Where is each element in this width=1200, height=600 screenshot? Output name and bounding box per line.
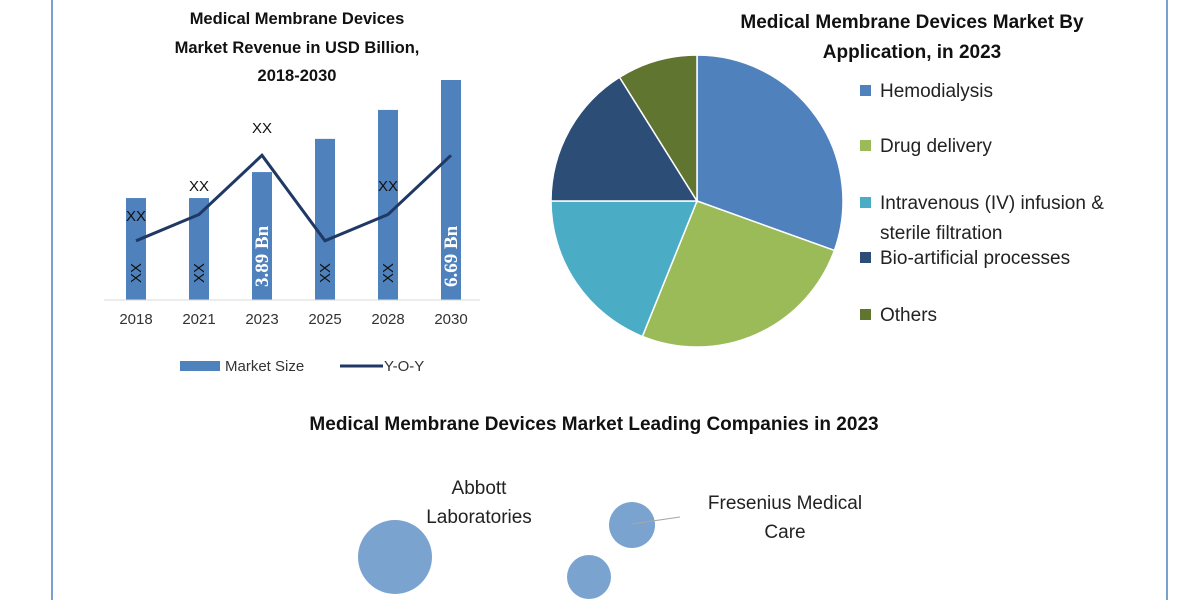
bar-2030: [441, 80, 461, 300]
pie-chart: [550, 54, 844, 348]
x-tick-label: 2023: [245, 311, 278, 328]
pie-chart-title-line-1: Medical Membrane Devices Market By: [740, 12, 1084, 33]
bar-2025: [315, 138, 335, 300]
legend-label: Others: [880, 305, 937, 326]
pie-legend: Hemodialysis Drug delivery Intravenous (IV…: [860, 81, 1104, 326]
legend-swatch: [860, 140, 871, 151]
pie-slice: [618, 54, 698, 204]
bar-chart-title-line-3: 2018-2030: [258, 67, 337, 85]
bar-data-label: XX: [191, 263, 208, 283]
bubble-third-company: [567, 555, 611, 599]
bar-data-label: XX: [380, 263, 397, 283]
bar-2028: [378, 109, 398, 300]
bar-2018: [126, 198, 146, 300]
x-tick-label: 2018: [119, 311, 152, 328]
yoy-data-label: XX: [126, 208, 146, 225]
yoy-data-label: XX: [189, 178, 209, 195]
yoy-data-label: XX: [252, 120, 272, 137]
x-tick-label: 2025: [308, 311, 341, 328]
bar-2023: [252, 172, 272, 300]
pie-chart-title-line-2: Application, in 2023: [823, 42, 1001, 63]
legend-swatch: [860, 309, 871, 320]
bar-data-label: XX: [317, 263, 334, 283]
companies-title: Medical Membrane Devices Market Leading …: [309, 414, 878, 435]
leader-line-fresenius: [631, 516, 681, 525]
bar-data-label: 3.89 Bn: [252, 225, 273, 287]
pie-slice: [641, 200, 836, 348]
bar-data-label: 6.69 Bn: [441, 225, 462, 287]
bar-2021: [189, 198, 209, 300]
yoy-data-label: XX: [378, 178, 398, 195]
pie-slice: [550, 76, 699, 202]
legend-label: Intravenous (IV) infusion &: [880, 193, 1104, 214]
bubble-label-fresenius-line-1: Fresenius Medical: [708, 493, 862, 514]
bar-chart-title-line-1: Medical Membrane Devices: [190, 10, 405, 28]
x-tick-label: 2021: [182, 311, 215, 328]
legend-label: Bio-artificial processes: [880, 248, 1070, 269]
legend-label-market-size: Market Size: [225, 358, 304, 375]
x-tick-label: 2028: [371, 311, 404, 328]
bar-data-label: XX: [128, 263, 145, 283]
legend-swatch-market-size: [180, 361, 220, 371]
bubble-label-abbott-line-1: Abbott: [452, 478, 508, 499]
bubble-label-fresenius-line-2: Care: [764, 522, 805, 543]
legend-label: Hemodialysis: [880, 81, 993, 102]
bubble-abbott: [358, 520, 432, 594]
bubble-label-abbott-line-2: Laboratories: [426, 507, 532, 528]
bar-chart: 2018 XX 2021 XX 2023 3.89 Bn 2025 XX 2028 XX 2030 6…: [119, 80, 468, 328]
pie-slice: [696, 54, 844, 252]
legend-swatch: [860, 197, 871, 208]
legend-label-yoy: Y-O-Y: [384, 358, 424, 375]
pie-slice: [550, 200, 699, 338]
legend-label: Drug delivery: [880, 136, 992, 157]
x-tick-label: 2030: [434, 311, 467, 328]
legend-label: sterile filtration: [880, 223, 1003, 244]
yoy-line: [135, 153, 453, 243]
bubble-fresenius: [609, 502, 655, 548]
legend-swatch: [860, 252, 871, 263]
bar-chart-title-line-2: Market Revenue in USD Billion,: [175, 39, 420, 57]
legend-swatch: [860, 85, 871, 96]
